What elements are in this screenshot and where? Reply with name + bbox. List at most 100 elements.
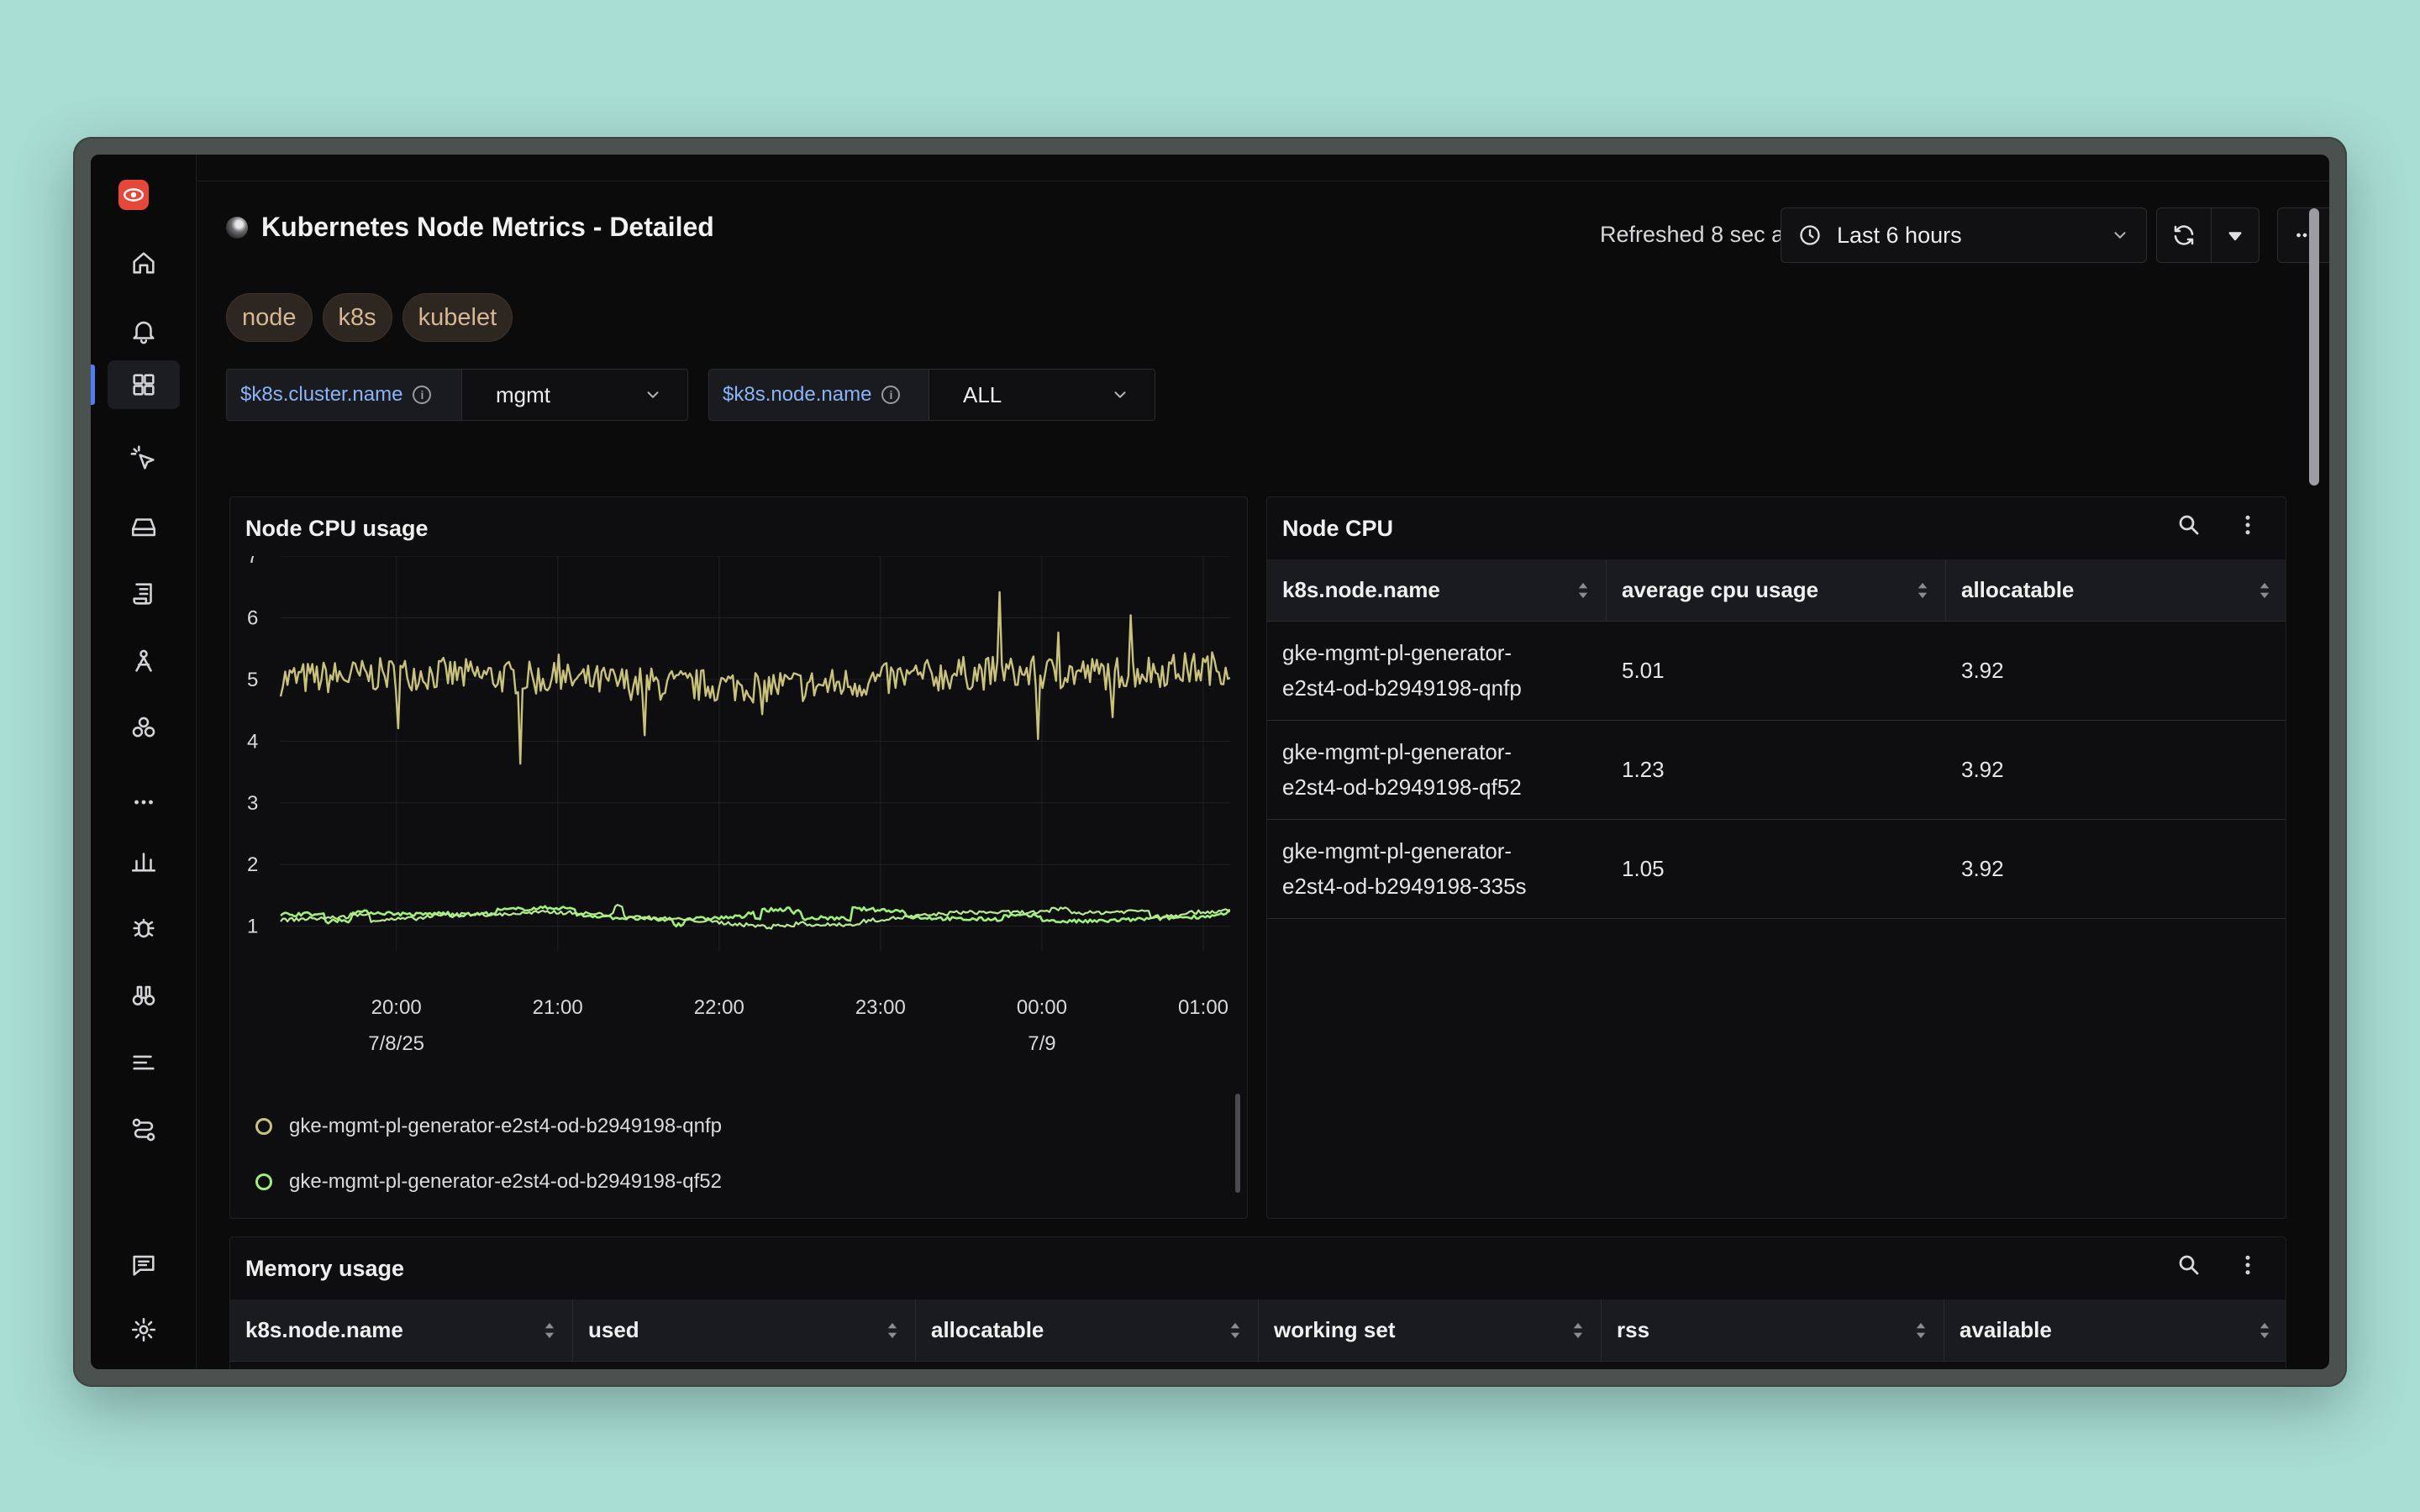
sort-icon[interactable] [542, 1320, 557, 1341]
node-select-value: ALL [963, 381, 1002, 407]
y-tick-label: 2 [247, 853, 258, 876]
clock-icon [1800, 225, 1820, 245]
panel-actions [2176, 512, 2260, 538]
legend-dot [255, 1118, 272, 1135]
tag-node[interactable]: node [226, 293, 313, 342]
cluster-variable: $k8s.cluster.name i mgmt [226, 369, 688, 421]
dashboard-icon [226, 216, 248, 239]
chevron-down-icon [1111, 386, 1129, 404]
active-indicator [91, 365, 95, 405]
refreshed-status: Refreshed 8 sec ago [1600, 222, 1810, 247]
column-header[interactable]: allocatable [1946, 559, 2286, 621]
allocatable-cell: 3.92 [1961, 756, 2004, 782]
column-header[interactable]: allocatable [916, 1299, 1259, 1361]
column-header[interactable]: used [573, 1299, 916, 1361]
main-content: Kubernetes Node Metrics - Detailed Refre… [197, 155, 2329, 1369]
memory-usage-panel: Memory usage k8s.node.name used allocata… [229, 1236, 2286, 1369]
time-range-picker[interactable]: Last 6 hours [1781, 207, 2147, 263]
sort-icon[interactable] [1228, 1320, 1243, 1341]
column-header[interactable]: working set [1259, 1299, 1602, 1361]
column-header-label: average cpu usage [1622, 577, 1819, 602]
logs-icon[interactable] [108, 570, 180, 618]
home-icon[interactable] [108, 239, 180, 287]
search-icon[interactable] [2176, 512, 2202, 538]
x-tick-label: 01:00 [1178, 996, 1228, 1019]
dashboards-icon[interactable] [108, 360, 180, 409]
panel-actions [2176, 1252, 2260, 1278]
memory-table-header: k8s.node.name used allocatable working s… [230, 1299, 2286, 1362]
drive-icon[interactable] [108, 502, 180, 551]
integrations-icon[interactable] [108, 704, 180, 753]
info-icon[interactable]: i [413, 386, 432, 404]
node-cpu-panel: Node CPU k8s.node.name average cpu usage… [1266, 496, 2286, 1219]
series-line-1[interactable] [280, 905, 1230, 928]
services-icon[interactable] [108, 637, 180, 685]
refresh-interval-button[interactable] [2211, 207, 2260, 263]
legend-item[interactable]: gke-mgmt-pl-generator-e2st4-od-b2949198-… [255, 1170, 722, 1194]
node-cpu-table: k8s.node.name average cpu usage allocata… [1267, 559, 2286, 919]
page-scrollbar[interactable] [2309, 208, 2319, 486]
legend-scrollbar[interactable] [1235, 1094, 1240, 1193]
explore-icon[interactable] [108, 434, 180, 483]
x-tick-date: 7/8/25 [368, 1032, 424, 1055]
node-variable: $k8s.node.name i ALL [708, 369, 1155, 421]
settings-icon[interactable] [108, 1305, 180, 1354]
panel-title: Node CPU usage [245, 516, 429, 541]
column-header[interactable]: average cpu usage [1607, 559, 1946, 621]
avg-cpu-cell: 1.23 [1622, 756, 1665, 782]
x-tick-label: 22:00 [694, 996, 744, 1019]
sort-icon[interactable] [885, 1320, 900, 1341]
alerts-icon[interactable] [108, 307, 180, 355]
legend-item[interactable]: gke-mgmt-pl-generator-e2st4-od-b2949198-… [255, 1115, 722, 1138]
node-name-line: gke-mgmt-pl-generator- [1282, 639, 1512, 665]
sort-icon[interactable] [2257, 580, 2272, 601]
metrics-icon[interactable] [108, 837, 180, 885]
cluster-select-value: mgmt [496, 381, 550, 407]
workflow-icon[interactable] [108, 1105, 180, 1154]
bug-icon[interactable] [108, 904, 180, 953]
table-row[interactable]: gke-mgmt-pl-generator-e2st4-od-b2949198-… [1267, 820, 2286, 919]
sort-icon[interactable] [1570, 1320, 1586, 1341]
cluster-select[interactable]: mgmt [462, 370, 687, 420]
cpu-chart[interactable]: 1 2 3 4 5 6 7 20:00 7/8/25 21:00 22:00 23:00 00:00 7/… [230, 556, 1230, 1094]
y-tick-label: 3 [247, 792, 258, 815]
more-icon[interactable] [108, 778, 180, 827]
column-header-label: rss [1617, 1317, 1650, 1342]
sort-icon[interactable] [1913, 1320, 1928, 1341]
sort-icon[interactable] [1576, 580, 1591, 601]
logo-icon[interactable] [118, 180, 149, 210]
chat-icon[interactable] [108, 1241, 180, 1289]
x-tick-label: 21:00 [533, 996, 583, 1019]
node-name-cell: gke-mgmt-pl-generator-e2st4-od-b2949198-… [1267, 622, 1607, 720]
more-options-button[interactable] [2277, 207, 2329, 263]
column-header-label: allocatable [1961, 577, 2075, 602]
table-row[interactable]: gke-mgmt-pl-generator-e2st4-od-b2949198-… [1267, 721, 2286, 820]
tag-k8s[interactable]: k8s [322, 293, 392, 342]
column-header[interactable]: k8s.node.name [230, 1299, 573, 1361]
refresh-icon [2174, 225, 2194, 245]
node-name-cell: gke-mgmt-pl-generator-e2st4-od-b2949198-… [1267, 721, 1607, 819]
sort-icon[interactable] [2257, 1320, 2272, 1341]
column-header[interactable]: k8s.node.name [1267, 559, 1607, 621]
series-line-2[interactable] [280, 904, 1230, 930]
node-select[interactable]: ALL [929, 370, 1155, 420]
node-name-line: e2st4-od-b2949198-qf52 [1282, 774, 1522, 800]
column-header[interactable]: rss [1602, 1299, 1944, 1361]
refresh-button[interactable] [2156, 207, 2212, 263]
search-icon[interactable] [2176, 1252, 2202, 1278]
chevron-down-icon [2111, 226, 2129, 244]
panel-title: Node CPU [1282, 516, 1394, 541]
observe-icon[interactable] [108, 971, 180, 1020]
column-header[interactable]: available [1944, 1299, 2286, 1361]
kebab-menu-icon[interactable] [2235, 512, 2260, 538]
table-row[interactable]: gke-mgmt-pl-generator-e2st4-od-b2949198-… [1267, 622, 2286, 721]
kebab-menu-icon[interactable] [2235, 1252, 2260, 1278]
tag-kubelet[interactable]: kubelet [402, 293, 513, 342]
node-name-line: gke-mgmt-pl-generator- [1282, 837, 1512, 864]
sort-icon[interactable] [1915, 580, 1930, 601]
y-tick-label: 1 [247, 916, 258, 938]
series-line-0[interactable] [279, 591, 1230, 765]
info-icon[interactable]: i [881, 386, 901, 404]
menu-icon[interactable] [108, 1038, 180, 1087]
x-tick-label: 23:00 [855, 996, 906, 1019]
